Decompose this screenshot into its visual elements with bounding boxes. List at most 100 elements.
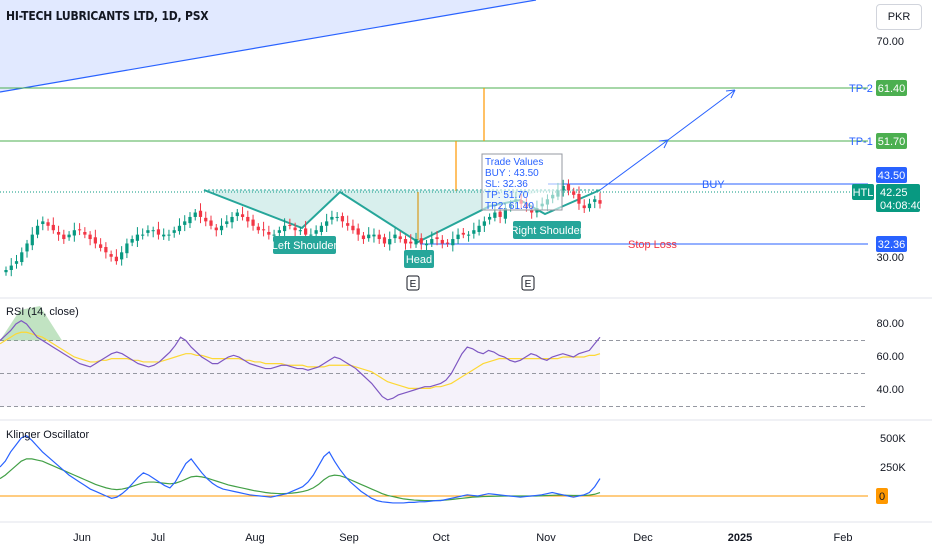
candle-body	[246, 216, 250, 222]
candle-body	[30, 234, 34, 246]
time-axis-label: Dec	[633, 532, 653, 544]
candle-body	[572, 191, 576, 195]
candle-body	[566, 184, 571, 191]
candle-body	[93, 237, 97, 244]
candle	[472, 222, 476, 239]
candle	[230, 212, 234, 229]
candle	[62, 229, 66, 244]
candle-body	[235, 212, 239, 217]
candle	[193, 208, 197, 221]
candle	[88, 231, 92, 246]
candle-body	[83, 231, 87, 235]
currency-selector[interactable]: PKR	[876, 4, 922, 30]
candle	[409, 234, 413, 249]
candle	[120, 246, 124, 266]
tp2-price-badge-bg	[876, 80, 907, 96]
projection-arrowhead	[725, 89, 736, 99]
candle	[403, 235, 408, 250]
candle	[46, 218, 50, 231]
buy-price-badge-bg	[876, 167, 907, 183]
candle-body	[261, 229, 266, 231]
klinger-tick-label: 250K	[880, 462, 906, 474]
candle-body	[351, 225, 355, 231]
candle	[466, 231, 471, 242]
candle	[577, 186, 581, 210]
candle	[99, 238, 103, 252]
right-shoulder-badge-bg	[513, 221, 581, 239]
candle-body	[325, 221, 329, 226]
klinger-pane-label: Klinger Oscillator	[6, 429, 90, 441]
candle	[83, 227, 87, 239]
time-axis-label: Sep	[339, 532, 359, 544]
candle	[14, 254, 19, 269]
klinger-signal-line	[0, 458, 601, 502]
candle	[451, 231, 455, 252]
candle-body	[46, 222, 50, 226]
candle-body	[346, 223, 350, 226]
candle	[430, 231, 434, 248]
candle-body	[51, 224, 55, 231]
candle-body	[172, 230, 176, 233]
price-tick-label: 30.00	[876, 252, 904, 264]
candle	[183, 215, 187, 232]
candle	[204, 211, 208, 227]
candle-body	[114, 256, 119, 262]
candle-body	[225, 221, 229, 225]
candle	[304, 220, 308, 239]
candle	[72, 222, 76, 242]
tp2-price-badge-text: 61.40	[878, 83, 906, 95]
candle-body	[198, 210, 203, 217]
candle	[177, 218, 182, 235]
candle-body	[403, 239, 408, 244]
candle-body	[67, 234, 71, 238]
candle	[482, 216, 486, 232]
candle	[20, 247, 24, 266]
stop-loss-label: Stop Loss	[628, 239, 677, 251]
pattern-fill	[204, 190, 600, 242]
candle-body	[414, 239, 418, 245]
candle-body	[125, 243, 129, 254]
candle-body	[503, 208, 507, 219]
candle-body	[240, 214, 245, 217]
candle	[125, 238, 129, 259]
candle	[77, 223, 82, 236]
time-axis-label: Jun	[73, 532, 91, 544]
candle	[351, 219, 355, 234]
stop-loss-price-badge: 32.36	[876, 236, 907, 252]
klinger-zero-badge: 0	[876, 488, 888, 504]
rsi-overbought-fill	[0, 306, 62, 341]
candle	[104, 242, 108, 259]
candle	[261, 221, 266, 237]
trade-values-line: SL: 32.36	[485, 179, 528, 190]
candle	[109, 250, 113, 262]
head-badge: Head	[404, 250, 434, 268]
candle-body	[130, 239, 134, 243]
candle	[51, 217, 55, 234]
candle	[30, 227, 34, 251]
candle	[566, 179, 571, 196]
candle-body	[56, 231, 61, 235]
candle-body	[461, 232, 465, 235]
candle	[246, 210, 250, 228]
candle-body	[230, 216, 234, 223]
stop-loss-price-badge-bg	[876, 236, 907, 252]
tp1-label: TP-1	[849, 136, 873, 148]
candle	[9, 258, 13, 277]
candle-body	[477, 225, 481, 232]
candle-body	[282, 225, 287, 232]
candle-body	[156, 229, 161, 235]
candle	[298, 226, 302, 236]
candle	[372, 228, 376, 243]
candle	[188, 212, 192, 228]
candle-body	[398, 236, 402, 240]
candle-body	[472, 230, 476, 234]
candle	[67, 231, 71, 241]
candle-body	[498, 211, 502, 217]
candle	[356, 223, 360, 241]
candle-body	[177, 225, 182, 232]
candle-body	[435, 237, 439, 240]
symbol-badge-text: HTL	[853, 187, 874, 199]
candle	[172, 226, 176, 238]
